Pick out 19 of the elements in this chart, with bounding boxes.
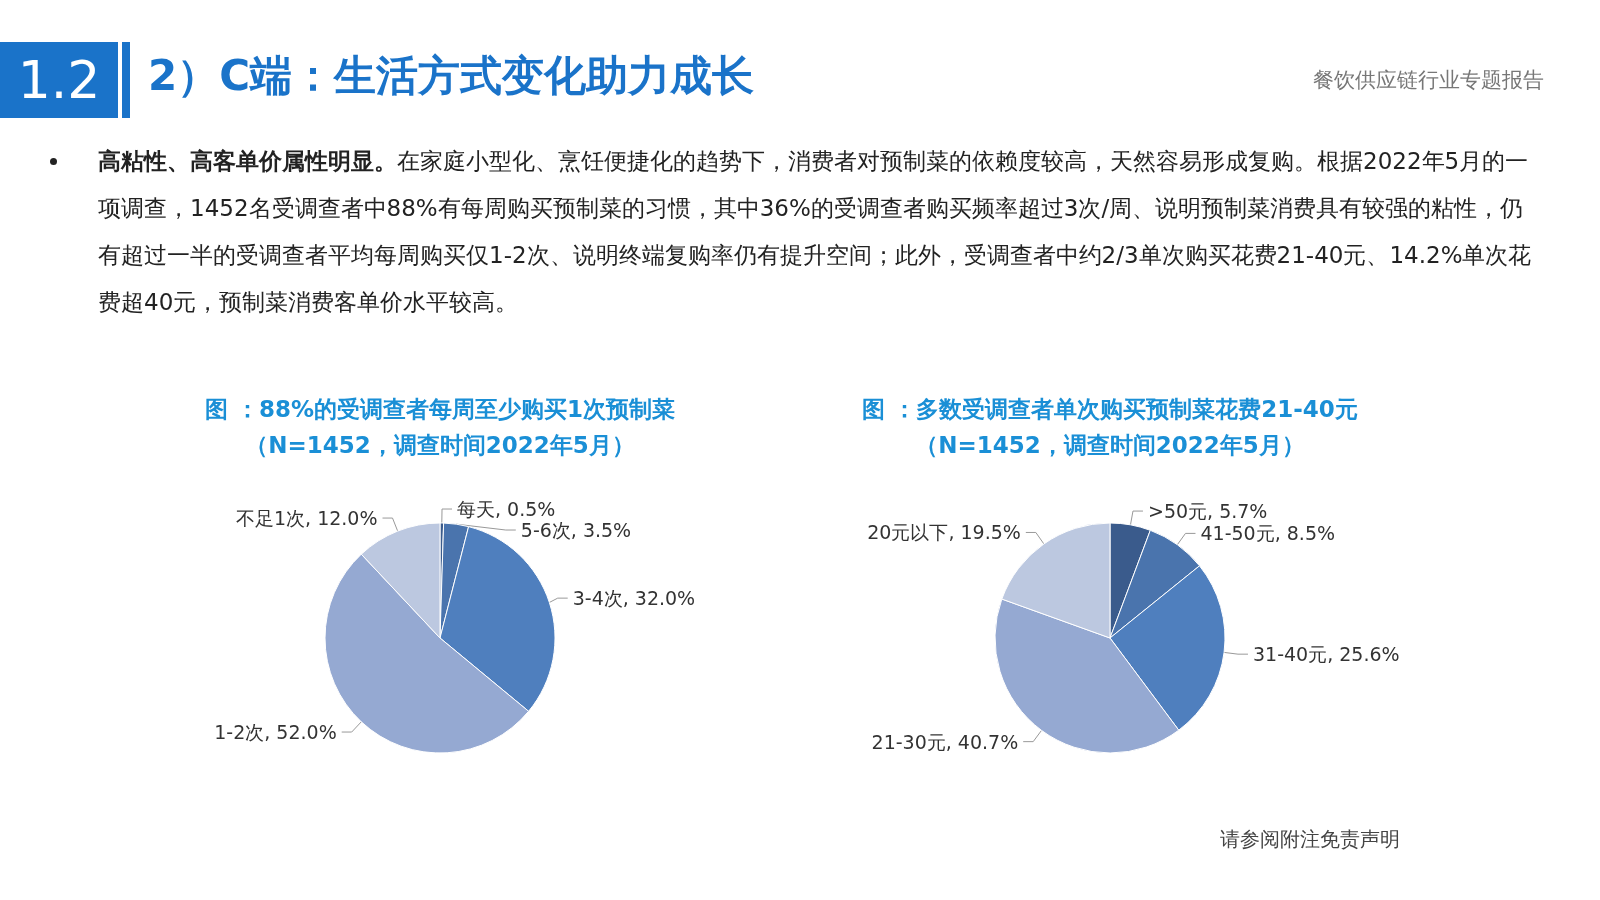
text: 高粘性、高客单价属性明显。 <box>98 148 397 174</box>
slice-label: 20元以下, 19.5% <box>867 521 1021 544</box>
slice-label: >50元, 5.7% <box>1147 500 1268 523</box>
chart-subtitle: （N=1452，调查时间2022年5月） <box>915 432 1305 458</box>
slice-label: 21-30元, 40.7% <box>871 730 1019 753</box>
slice-label: 1-2次, 52.0% <box>214 721 337 744</box>
slice-label: 5-6次, 3.5% <box>520 519 632 542</box>
slice-label: 3-4次, 32.0% <box>572 587 696 610</box>
slice-label: 每天, 0.5% <box>457 498 556 521</box>
slice-label: 不足1次, 12.0% <box>235 507 378 530</box>
text: 2）C端：生活方式变化助力成长 <box>148 50 755 102</box>
slice-label: 41-50元, 8.5% <box>1200 522 1336 545</box>
chart-title: 图 ：多数受调查者单次购买预制菜花费21-40元 <box>862 396 1358 422</box>
text: 1.2 <box>0 42 118 118</box>
text: 餐饮供应链行业专题报告 <box>1313 67 1544 94</box>
chart-title: 图 ：88%的受调查者每周至少购买1次预制菜 <box>204 396 676 422</box>
text: 请参阅附注免责声明 <box>1220 826 1400 853</box>
slice-label: 31-40元, 25.6% <box>1252 643 1400 666</box>
chart-subtitle: （N=1452，调查时间2022年5月） <box>245 432 635 458</box>
